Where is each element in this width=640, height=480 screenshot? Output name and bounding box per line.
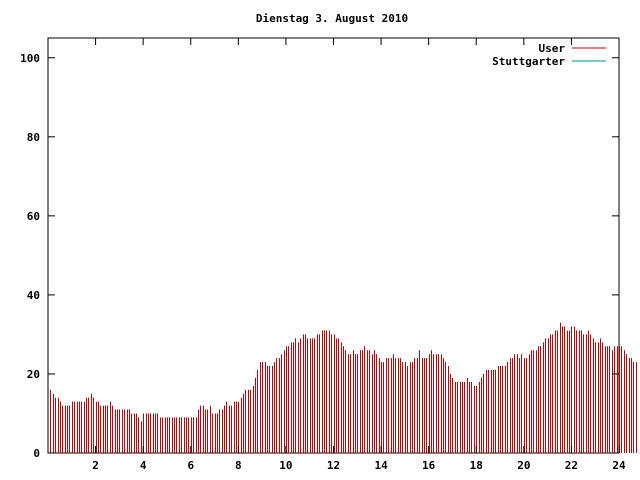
x-tick-label: 12 — [327, 459, 340, 472]
x-tick-label: 2 — [92, 459, 99, 472]
user-series-bars — [50, 322, 637, 453]
y-tick-label: 60 — [27, 210, 40, 223]
x-tick-label: 18 — [470, 459, 483, 472]
x-tick-label: 6 — [187, 459, 194, 472]
y-tick-label: 100 — [20, 52, 40, 65]
x-tick-label: 10 — [279, 459, 292, 472]
legend-label-stuttgarter: Stuttgarter — [492, 55, 565, 68]
x-tick-label: 20 — [517, 459, 530, 472]
x-tick-label: 14 — [374, 459, 388, 472]
legend-label-user: User — [539, 42, 566, 55]
chart-title: Dienstag 3. August 2010 — [256, 12, 408, 25]
x-tick-label: 8 — [235, 459, 242, 472]
legend: User Stuttgarter — [492, 42, 606, 68]
axis-ticks — [48, 38, 620, 454]
x-tick-label: 4 — [140, 459, 147, 472]
y-tick-label: 0 — [33, 447, 40, 460]
y-tick-label: 40 — [27, 289, 40, 302]
x-tick-label: 16 — [422, 459, 436, 472]
y-tick-label: 20 — [27, 368, 40, 381]
x-tick-label: 22 — [565, 459, 578, 472]
x-tick-label: 24 — [612, 459, 626, 472]
y-tick-label: 80 — [27, 131, 40, 144]
